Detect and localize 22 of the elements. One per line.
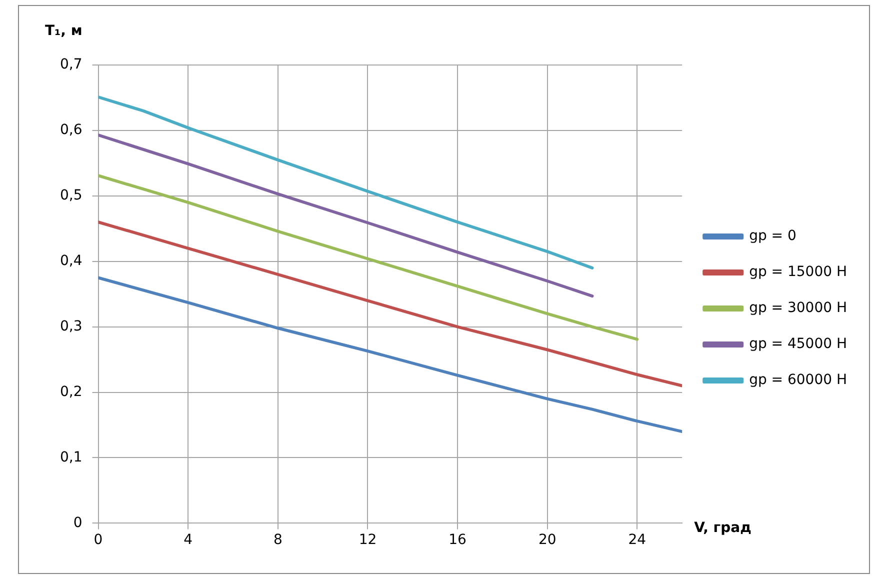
y-tick-label: 0,5: [60, 188, 82, 204]
y-tick-label: 0: [73, 514, 82, 531]
y-tick-label: 0,7: [60, 56, 82, 73]
y-tick-label: 0,4: [60, 253, 82, 270]
legend-label: gp = 15000 Н: [749, 264, 848, 280]
legend-label: gp = 45000 Н: [749, 336, 848, 352]
y-tick-label: 0,2: [60, 384, 82, 400]
x-tick-label: 0: [94, 532, 103, 548]
y-axis-title: T₁, м: [45, 23, 82, 39]
y-tick-label: 0,1: [60, 449, 82, 466]
x-tick-label: 16: [448, 532, 467, 548]
y-tick-label: 0,6: [60, 122, 82, 138]
x-tick-label: 24: [628, 532, 646, 548]
y-tick-label: 0,3: [60, 318, 82, 334]
x-axis-title: V, град: [694, 520, 752, 536]
x-tick-label: 12: [358, 532, 377, 548]
legend-label: gp = 0: [749, 228, 796, 244]
x-tick-label: 20: [538, 532, 556, 548]
legend-label: gp = 60000 Н: [749, 372, 848, 388]
x-tick-label: 8: [273, 532, 282, 548]
legend-label: gp = 30000 Н: [749, 300, 848, 316]
x-tick-label: 4: [184, 532, 193, 548]
